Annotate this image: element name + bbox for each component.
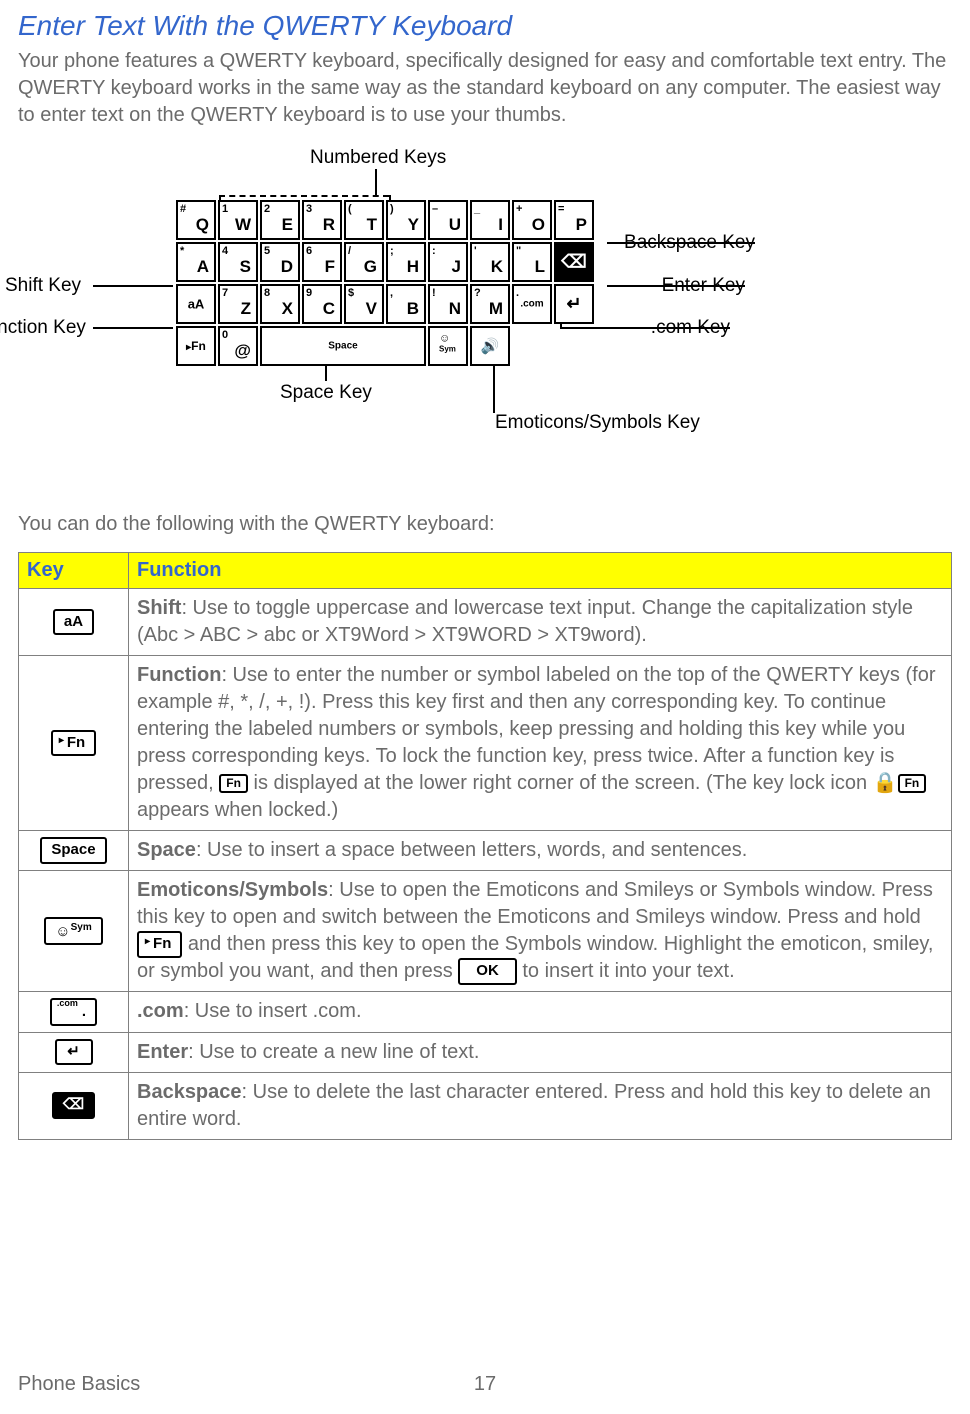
keyboard-key: $V — [344, 284, 384, 324]
keyboard-key: )Y — [386, 200, 426, 240]
key-cell: ☺Sym — [19, 871, 129, 992]
key-cell: .com. — [19, 992, 129, 1033]
keyboard-key: 9C — [302, 284, 342, 324]
key-cell: ⌫ — [19, 1072, 129, 1139]
keyboard-key: =P — [554, 200, 594, 240]
keyboard-key: (T — [344, 200, 384, 240]
keyboard-key: 🔊 — [470, 326, 510, 366]
keyboard-key: ↵ — [554, 284, 594, 324]
table-row: ↵Enter: Use to create a new line of text… — [19, 1032, 952, 1072]
keyboard-key: 3R — [302, 200, 342, 240]
keyboard-key: aA — [176, 284, 216, 324]
key-cell: ↵ — [19, 1032, 129, 1072]
table-row: SpaceSpace: Use to insert a space betwee… — [19, 831, 952, 871]
keyboard-key: *A — [176, 242, 216, 282]
keyboard-key: ,B — [386, 284, 426, 324]
label-emoticons: Emoticons/Symbols Key — [495, 412, 700, 434]
keyboard-key: ?M — [470, 284, 510, 324]
label-function: Function Key — [0, 317, 86, 339]
keyboard-key: 2E — [260, 200, 300, 240]
keyboard-key: Space — [260, 326, 426, 366]
function-cell: Space: Use to insert a space between let… — [129, 831, 952, 871]
keyboard-key: ..com — [512, 284, 552, 324]
keyboard-key: 6F — [302, 242, 342, 282]
keyboard-key: _I — [470, 200, 510, 240]
table-row: ▸FnFunction: Use to enter the number or … — [19, 656, 952, 831]
table-row: aAShift: Use to toggle uppercase and low… — [19, 589, 952, 656]
keyboard-key: 5D — [260, 242, 300, 282]
table-row: ☺SymEmoticons/Symbols: Use to open the E… — [19, 871, 952, 992]
table-row: .com..com: Use to insert .com. — [19, 992, 952, 1033]
keyboard-key: 4S — [218, 242, 258, 282]
function-cell: Backspace: Use to delete the last charac… — [129, 1072, 952, 1139]
intro-paragraph: Your phone features a QWERTY keyboard, s… — [18, 48, 952, 129]
key-cell: Space — [19, 831, 129, 871]
function-table: Key Function aAShift: Use to toggle uppe… — [18, 552, 952, 1140]
keyboard-key: 7Z — [218, 284, 258, 324]
lead-paragraph: You can do the following with the QWERTY… — [18, 511, 952, 538]
keyboard-key: #Q — [176, 200, 216, 240]
keyboard-key: 'K — [470, 242, 510, 282]
keyboard-key: !N — [428, 284, 468, 324]
keyboard-key: +O — [512, 200, 552, 240]
keyboard-key: 8X — [260, 284, 300, 324]
keyboard-key: /G — [344, 242, 384, 282]
function-cell: Function: Use to enter the number or sym… — [129, 656, 952, 831]
col-key: Key — [19, 553, 129, 589]
key-cell: aA — [19, 589, 129, 656]
keyboard-diagram: Numbered Keys Backspace Key Shift Key En… — [95, 147, 875, 487]
keyboard-key: ⌫ — [554, 242, 594, 282]
table-row: ⌫Backspace: Use to delete the last chara… — [19, 1072, 952, 1139]
keyboard-key: 1W — [218, 200, 258, 240]
keyboard-key: ▸Fn — [176, 326, 216, 366]
col-function: Function — [129, 553, 952, 589]
footer-page-number: 17 — [474, 1373, 496, 1396]
keyboard-key: ;H — [386, 242, 426, 282]
function-cell: Enter: Use to create a new line of text. — [129, 1032, 952, 1072]
label-space: Space Key — [280, 382, 372, 404]
keyboard-key: 0@ — [218, 326, 258, 366]
function-cell: Shift: Use to toggle uppercase and lower… — [129, 589, 952, 656]
keyboard-key: ☺Sym — [428, 326, 468, 366]
keyboard-key: :J — [428, 242, 468, 282]
function-cell: Emoticons/Symbols: Use to open the Emoti… — [129, 871, 952, 992]
label-shift: Shift Key — [5, 275, 81, 297]
keyboard-key: "L — [512, 242, 552, 282]
label-numbered-keys: Numbered Keys — [310, 147, 446, 169]
keyboard-key: –U — [428, 200, 468, 240]
function-cell: .com: Use to insert .com. — [129, 992, 952, 1033]
footer-section: Phone Basics — [18, 1373, 140, 1395]
page-title: Enter Text With the QWERTY Keyboard — [18, 10, 952, 42]
page-footer: Phone Basics 17 — [18, 1373, 952, 1396]
key-cell: ▸Fn — [19, 656, 129, 831]
